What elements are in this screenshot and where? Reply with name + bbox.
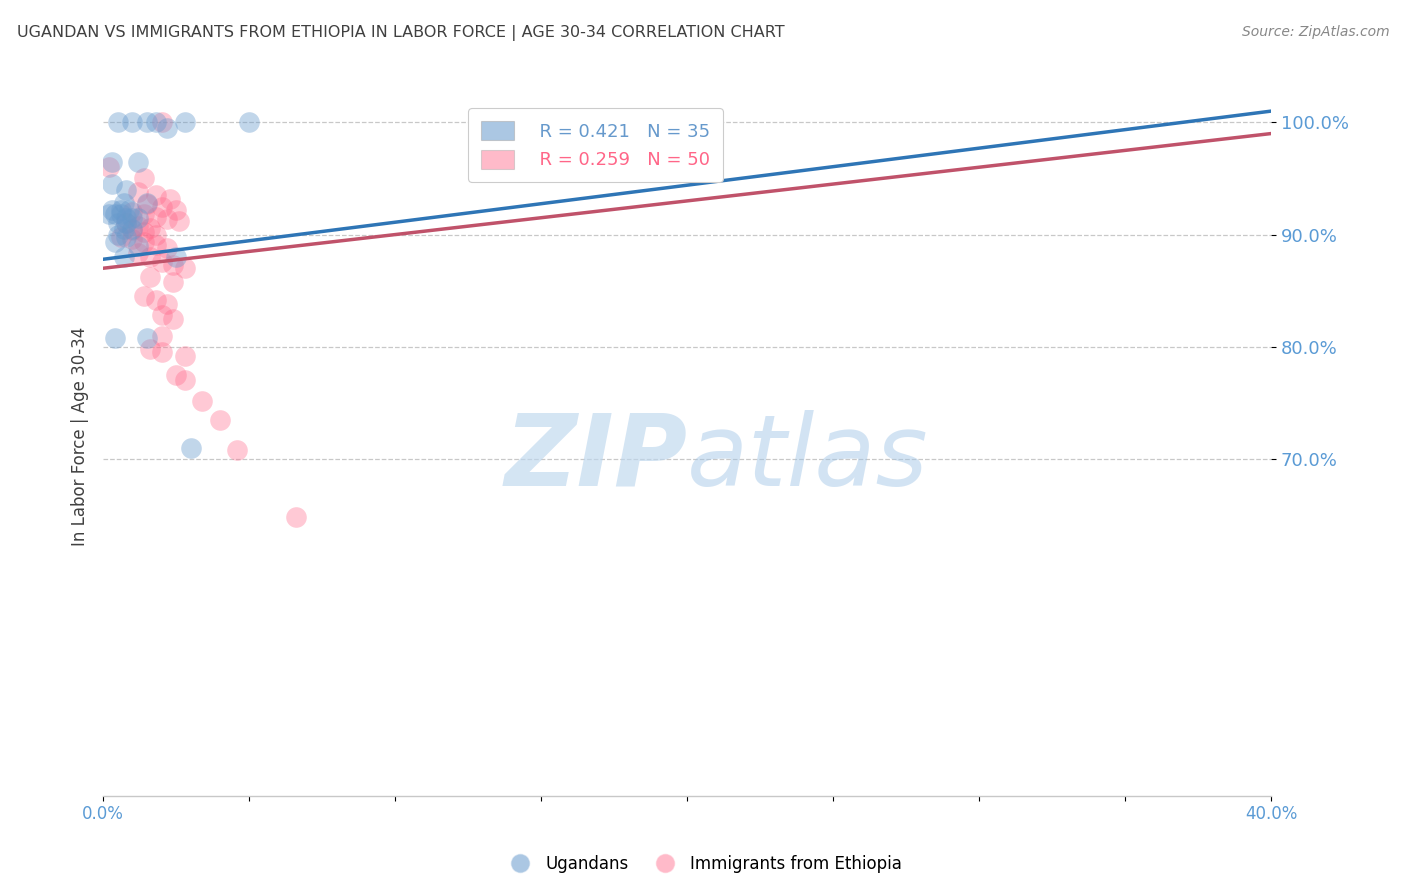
Point xyxy=(115,211,138,225)
Point xyxy=(112,250,135,264)
Point xyxy=(112,196,135,211)
Point xyxy=(238,115,260,129)
Point xyxy=(127,245,149,260)
Y-axis label: In Labor Force | Age 30-34: In Labor Force | Age 30-34 xyxy=(72,327,89,546)
Point xyxy=(156,297,179,311)
Point xyxy=(115,216,138,230)
Point xyxy=(127,154,149,169)
Point xyxy=(115,183,138,197)
Point xyxy=(145,293,167,307)
Point xyxy=(150,200,173,214)
Point xyxy=(173,349,195,363)
Point xyxy=(127,185,149,199)
Point xyxy=(112,222,135,236)
Point xyxy=(132,289,155,303)
Legend: Ugandans, Immigrants from Ethiopia: Ugandans, Immigrants from Ethiopia xyxy=(498,848,908,880)
Point xyxy=(284,510,307,524)
Point xyxy=(110,229,132,244)
Point xyxy=(136,331,159,345)
Point xyxy=(167,214,190,228)
Point xyxy=(156,211,179,226)
Point xyxy=(127,219,149,233)
Point xyxy=(104,207,127,221)
Point xyxy=(159,192,181,206)
Point xyxy=(162,311,184,326)
Point xyxy=(150,328,173,343)
Point xyxy=(101,202,124,217)
Point xyxy=(165,250,187,264)
Point xyxy=(145,227,167,242)
Point xyxy=(132,225,155,239)
Point xyxy=(173,261,195,276)
Point xyxy=(115,229,138,244)
Point xyxy=(173,115,195,129)
Point xyxy=(173,374,195,388)
Point xyxy=(107,227,129,242)
Point xyxy=(139,270,162,285)
Point xyxy=(110,207,132,221)
Point xyxy=(104,331,127,345)
Point xyxy=(104,235,127,250)
Point xyxy=(165,202,187,217)
Point xyxy=(150,309,173,323)
Point xyxy=(139,220,162,235)
Point xyxy=(121,211,143,225)
Point xyxy=(139,250,162,264)
Point xyxy=(165,368,187,382)
Point xyxy=(162,258,184,272)
Point xyxy=(98,207,121,221)
Point xyxy=(127,239,149,253)
Point xyxy=(101,154,124,169)
Point xyxy=(145,210,167,224)
Point xyxy=(136,196,159,211)
Point xyxy=(136,197,159,211)
Point xyxy=(150,115,173,129)
Text: atlas: atlas xyxy=(688,409,929,507)
Point xyxy=(180,441,202,455)
Point xyxy=(121,223,143,237)
Point xyxy=(136,115,159,129)
Point xyxy=(162,275,184,289)
Point xyxy=(121,205,143,219)
Point xyxy=(121,115,143,129)
Text: Source: ZipAtlas.com: Source: ZipAtlas.com xyxy=(1241,25,1389,39)
Point xyxy=(139,342,162,356)
Point xyxy=(132,235,155,250)
Point xyxy=(191,393,214,408)
Point xyxy=(226,443,249,458)
Point xyxy=(150,254,173,268)
Point xyxy=(101,177,124,191)
Text: ZIP: ZIP xyxy=(505,409,688,507)
Point xyxy=(107,216,129,230)
Point xyxy=(110,202,132,217)
Point xyxy=(115,216,138,230)
Point xyxy=(145,188,167,202)
Point xyxy=(156,241,179,255)
Point xyxy=(132,171,155,186)
Point xyxy=(118,202,141,217)
Point xyxy=(107,115,129,129)
Point xyxy=(150,345,173,359)
Legend:   R = 0.421   N = 35,   R = 0.259   N = 50: R = 0.421 N = 35, R = 0.259 N = 50 xyxy=(468,108,723,182)
Point xyxy=(121,222,143,236)
Point xyxy=(156,120,179,135)
Point xyxy=(121,232,143,246)
Point xyxy=(208,413,231,427)
Point xyxy=(127,211,149,225)
Point xyxy=(145,237,167,252)
Point xyxy=(98,160,121,174)
Text: UGANDAN VS IMMIGRANTS FROM ETHIOPIA IN LABOR FORCE | AGE 30-34 CORRELATION CHART: UGANDAN VS IMMIGRANTS FROM ETHIOPIA IN L… xyxy=(17,25,785,41)
Point xyxy=(145,115,167,129)
Point xyxy=(132,207,155,221)
